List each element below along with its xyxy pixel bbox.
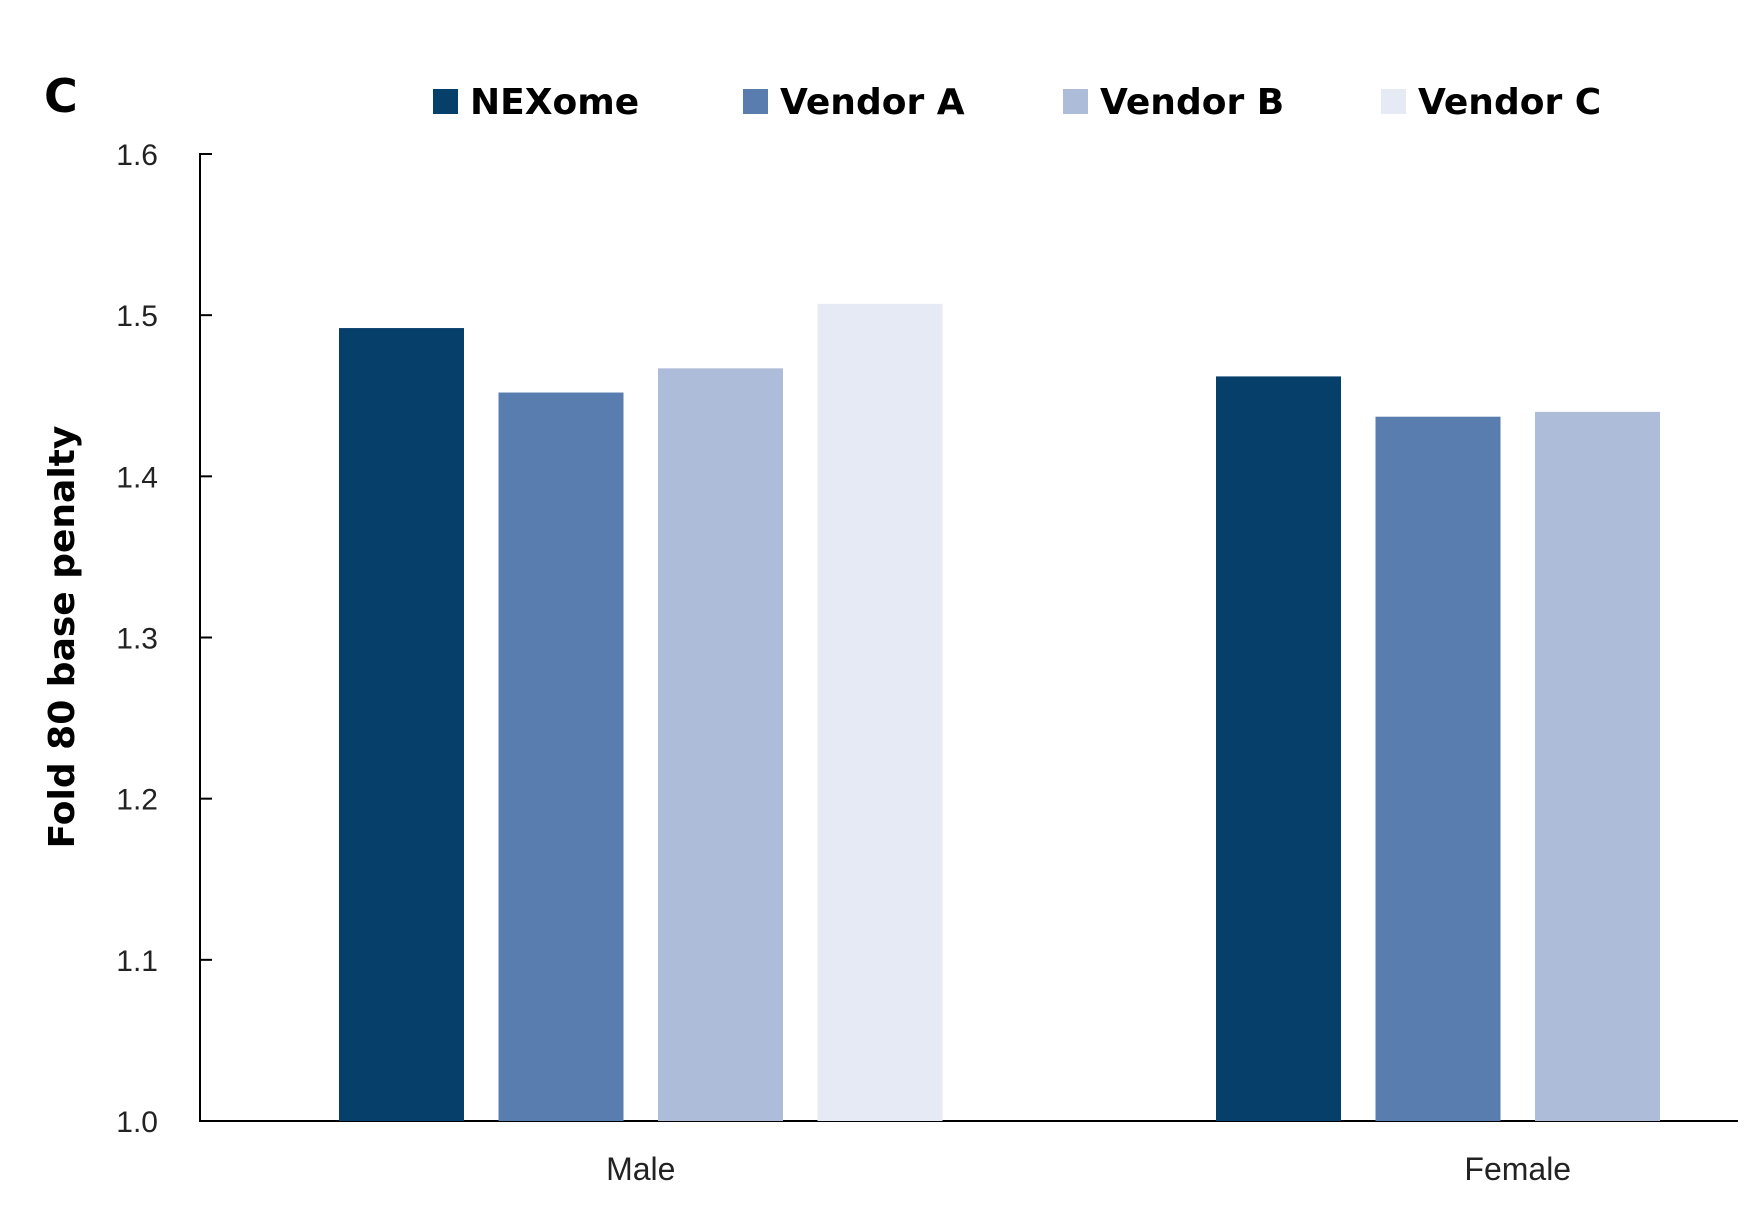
y-tick-label: 1.0 [116, 1106, 158, 1139]
bar-female-vendor-b [1535, 411, 1660, 1121]
bar-male-vendor-b [658, 368, 783, 1121]
y-tick-label: 1.1 [116, 945, 158, 978]
bar-male-vendor-c [817, 303, 943, 1121]
legend-label: NEXome [470, 82, 639, 123]
y-tick-label: 1.4 [116, 461, 158, 494]
bar-female-vendor-a [1375, 416, 1501, 1121]
legend-label: Vendor B [1100, 82, 1284, 123]
x-axis: Male Female [200, 1120, 1738, 1187]
y-axis: 1.0 1.1 1.2 1.3 1.4 1.5 1.6 [116, 139, 212, 1139]
y-tick-label: 1.6 [116, 139, 158, 172]
legend-swatch-vendor-a [743, 89, 768, 114]
panel-label: C [44, 69, 78, 123]
bars [339, 303, 1660, 1121]
y-tick-label: 1.5 [116, 300, 158, 333]
legend-swatch-vendor-b [1063, 89, 1088, 114]
legend: NEXome Vendor A Vendor B Vendor C [433, 82, 1601, 123]
legend-swatch-nexome [433, 89, 458, 114]
bar-male-vendor-a [498, 392, 624, 1121]
x-category-label: Male [606, 1151, 675, 1187]
legend-label: Vendor A [780, 82, 965, 123]
y-tick-label: 1.2 [116, 784, 158, 817]
legend-label: Vendor C [1418, 82, 1601, 123]
y-tick-label: 1.3 [116, 623, 158, 656]
legend-swatch-vendor-c [1381, 89, 1406, 114]
bar-male-nexome [339, 328, 464, 1121]
y-axis-label: Fold 80 base penalty [42, 426, 83, 849]
bar-female-nexome [1216, 376, 1341, 1121]
x-category-label: Female [1464, 1151, 1571, 1187]
